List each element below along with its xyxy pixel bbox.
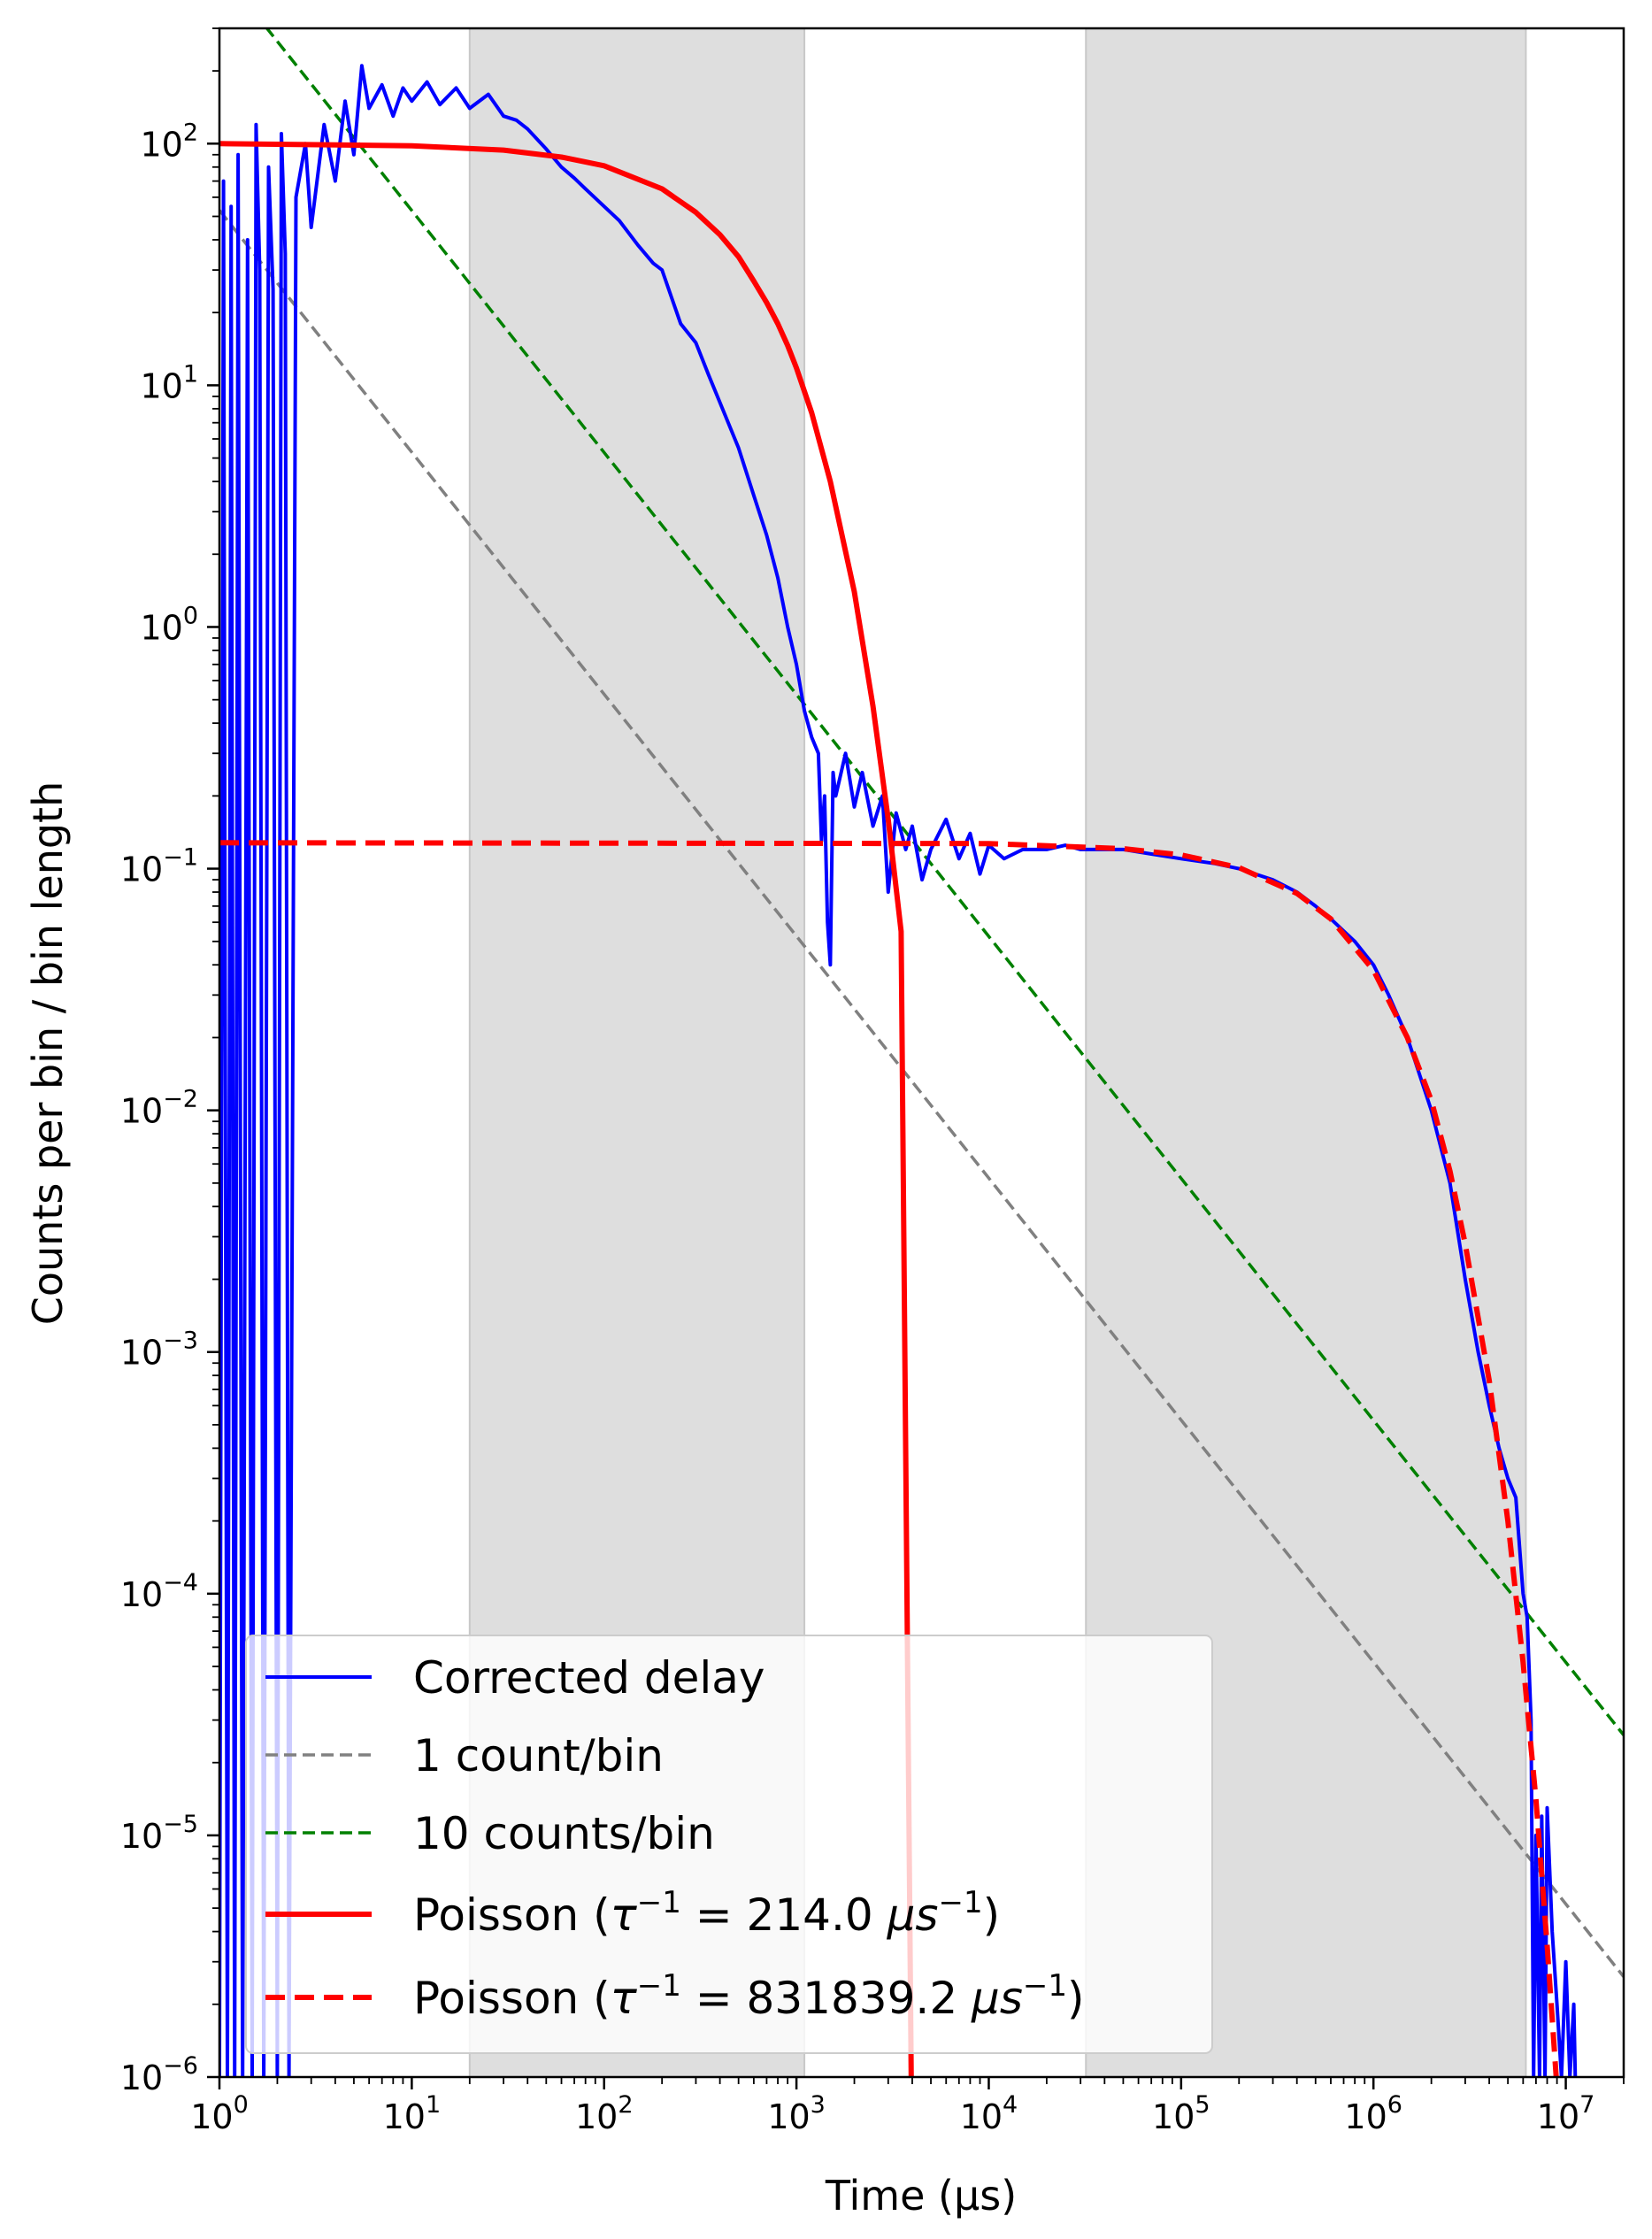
y-axis-label: Counts per bin / bin length	[24, 781, 72, 1326]
series-line-10-counts-bin	[265, 28, 1624, 1736]
legend-label: Poisson (τ−1 = 831839.2 μs−1)	[413, 1968, 1085, 2024]
series-line-poisson-2	[219, 840, 1559, 2077]
series-line-1-count-bin	[219, 209, 1624, 1978]
y-tick-label: 10−4	[120, 1569, 198, 1614]
legend-label: Corrected delay	[413, 1652, 765, 1704]
plot-frame	[218, 27, 1625, 2079]
legend-label: 10 counts/bin	[413, 1808, 715, 1859]
x-axis-label: Time (μs)	[825, 2172, 1017, 2220]
series-lines	[219, 28, 1624, 2077]
series-line-poisson-1	[219, 141, 914, 2077]
y-tick-label: 10−6	[120, 2052, 198, 2097]
series-line-corrected-delay	[219, 64, 1578, 2077]
legend-box	[245, 1635, 1213, 2054]
legend: Corrected delay 1 count/bin 10 counts/bin P…	[245, 1635, 1213, 2054]
legend-label: 1 count/bin	[413, 1730, 664, 1781]
x-tick-label: 107	[1537, 2091, 1595, 2136]
x-tick-label: 100	[190, 2091, 249, 2136]
x-axis-ticks: 100 101 102 103 104 105 106 107	[190, 2077, 1625, 2136]
legend-label: Poisson (τ−1 = 214.0 μs−1)	[413, 1885, 1000, 1941]
